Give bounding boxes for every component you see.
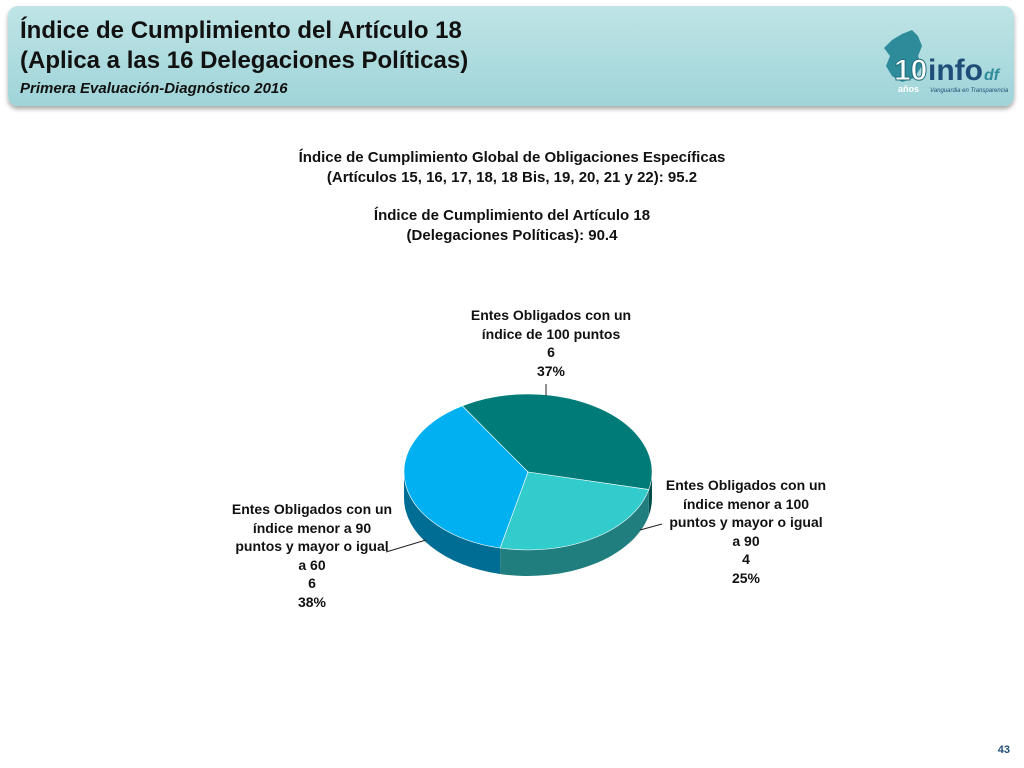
page-title: Índice de Cumplimiento del Artículo 18 (…: [20, 16, 720, 76]
slice-label-line: Entes Obligados con un: [231, 501, 393, 517]
pie-slice: [499, 471, 650, 551]
logo-tagline: Vanguardia en Transparencia: [930, 88, 1009, 94]
page-title-line-2: (Aplica a las 16 Delegaciones Políticas): [20, 47, 469, 74]
slice-label-60-to-90: Entes Obligados con un índice menor a 90…: [222, 500, 402, 611]
slice-label-line: índice de 100 puntos: [481, 325, 621, 342]
logo-text: info: [928, 54, 983, 87]
infodf-logo: 10 años info df Vanguardia en Transparen…: [884, 30, 1009, 94]
slice-value: 6: [308, 575, 316, 591]
slice-label-line: índice menor a 100: [682, 495, 810, 512]
page-subtitle: Primera Evaluación-Diagnóstico 2016: [20, 80, 288, 97]
pie-slice-side: [404, 472, 501, 575]
pie-slice-side: [500, 489, 649, 576]
pie-slice-side: [648, 472, 652, 516]
logo-years-word: años: [898, 84, 919, 94]
slice-percent: 38%: [297, 593, 327, 610]
logo-suffix: df: [984, 67, 1001, 84]
slice-label-line: puntos y mayor o igual: [235, 538, 389, 554]
city-map-icon: [884, 30, 922, 82]
slice-value: 6: [547, 344, 555, 360]
page-number: 43: [997, 744, 1010, 756]
logo-years-number: 10: [894, 54, 927, 87]
slice-label-90-to-100: Entes Obligados con un índice menor a 10…: [656, 476, 836, 587]
slice-percent: 25%: [731, 569, 761, 586]
leader-line: [639, 523, 663, 531]
title-banner: Índice de Cumplimiento del Artículo 18 (…: [8, 6, 1014, 106]
pie-slice: [403, 405, 529, 549]
headline-line-1: Índice de Cumplimiento Global de Obligac…: [298, 149, 726, 166]
slice-label-line: puntos y mayor o igual: [669, 514, 823, 530]
headline-block: Índice de Cumplimiento Global de Obligac…: [212, 148, 812, 246]
headline-line-4: (Delegaciones Políticas): 90.4: [406, 227, 618, 244]
slice-label-line: Entes Obligados con un: [470, 307, 632, 323]
slice-label-line: índice menor a 90: [252, 519, 372, 536]
slice-label-100-points: Entes Obligados con un índice de 100 pun…: [456, 306, 646, 380]
slice-value: 4: [742, 551, 750, 567]
headline-line-2: (Artículos 15, 16, 17, 18, 18 Bis, 19, 2…: [326, 169, 698, 186]
leader-line: [385, 539, 427, 553]
slice-percent: 37%: [536, 362, 566, 379]
slice-label-line: a 60: [298, 556, 326, 573]
slice-label-line: a 90: [732, 532, 760, 549]
pie-slice: [461, 393, 653, 490]
page-title-line-1: Índice de Cumplimiento del Artículo 18: [20, 17, 462, 44]
slice-label-line: Entes Obligados con un: [665, 477, 827, 493]
headline-line-3: Índice de Cumplimiento del Artículo 18: [373, 207, 651, 224]
